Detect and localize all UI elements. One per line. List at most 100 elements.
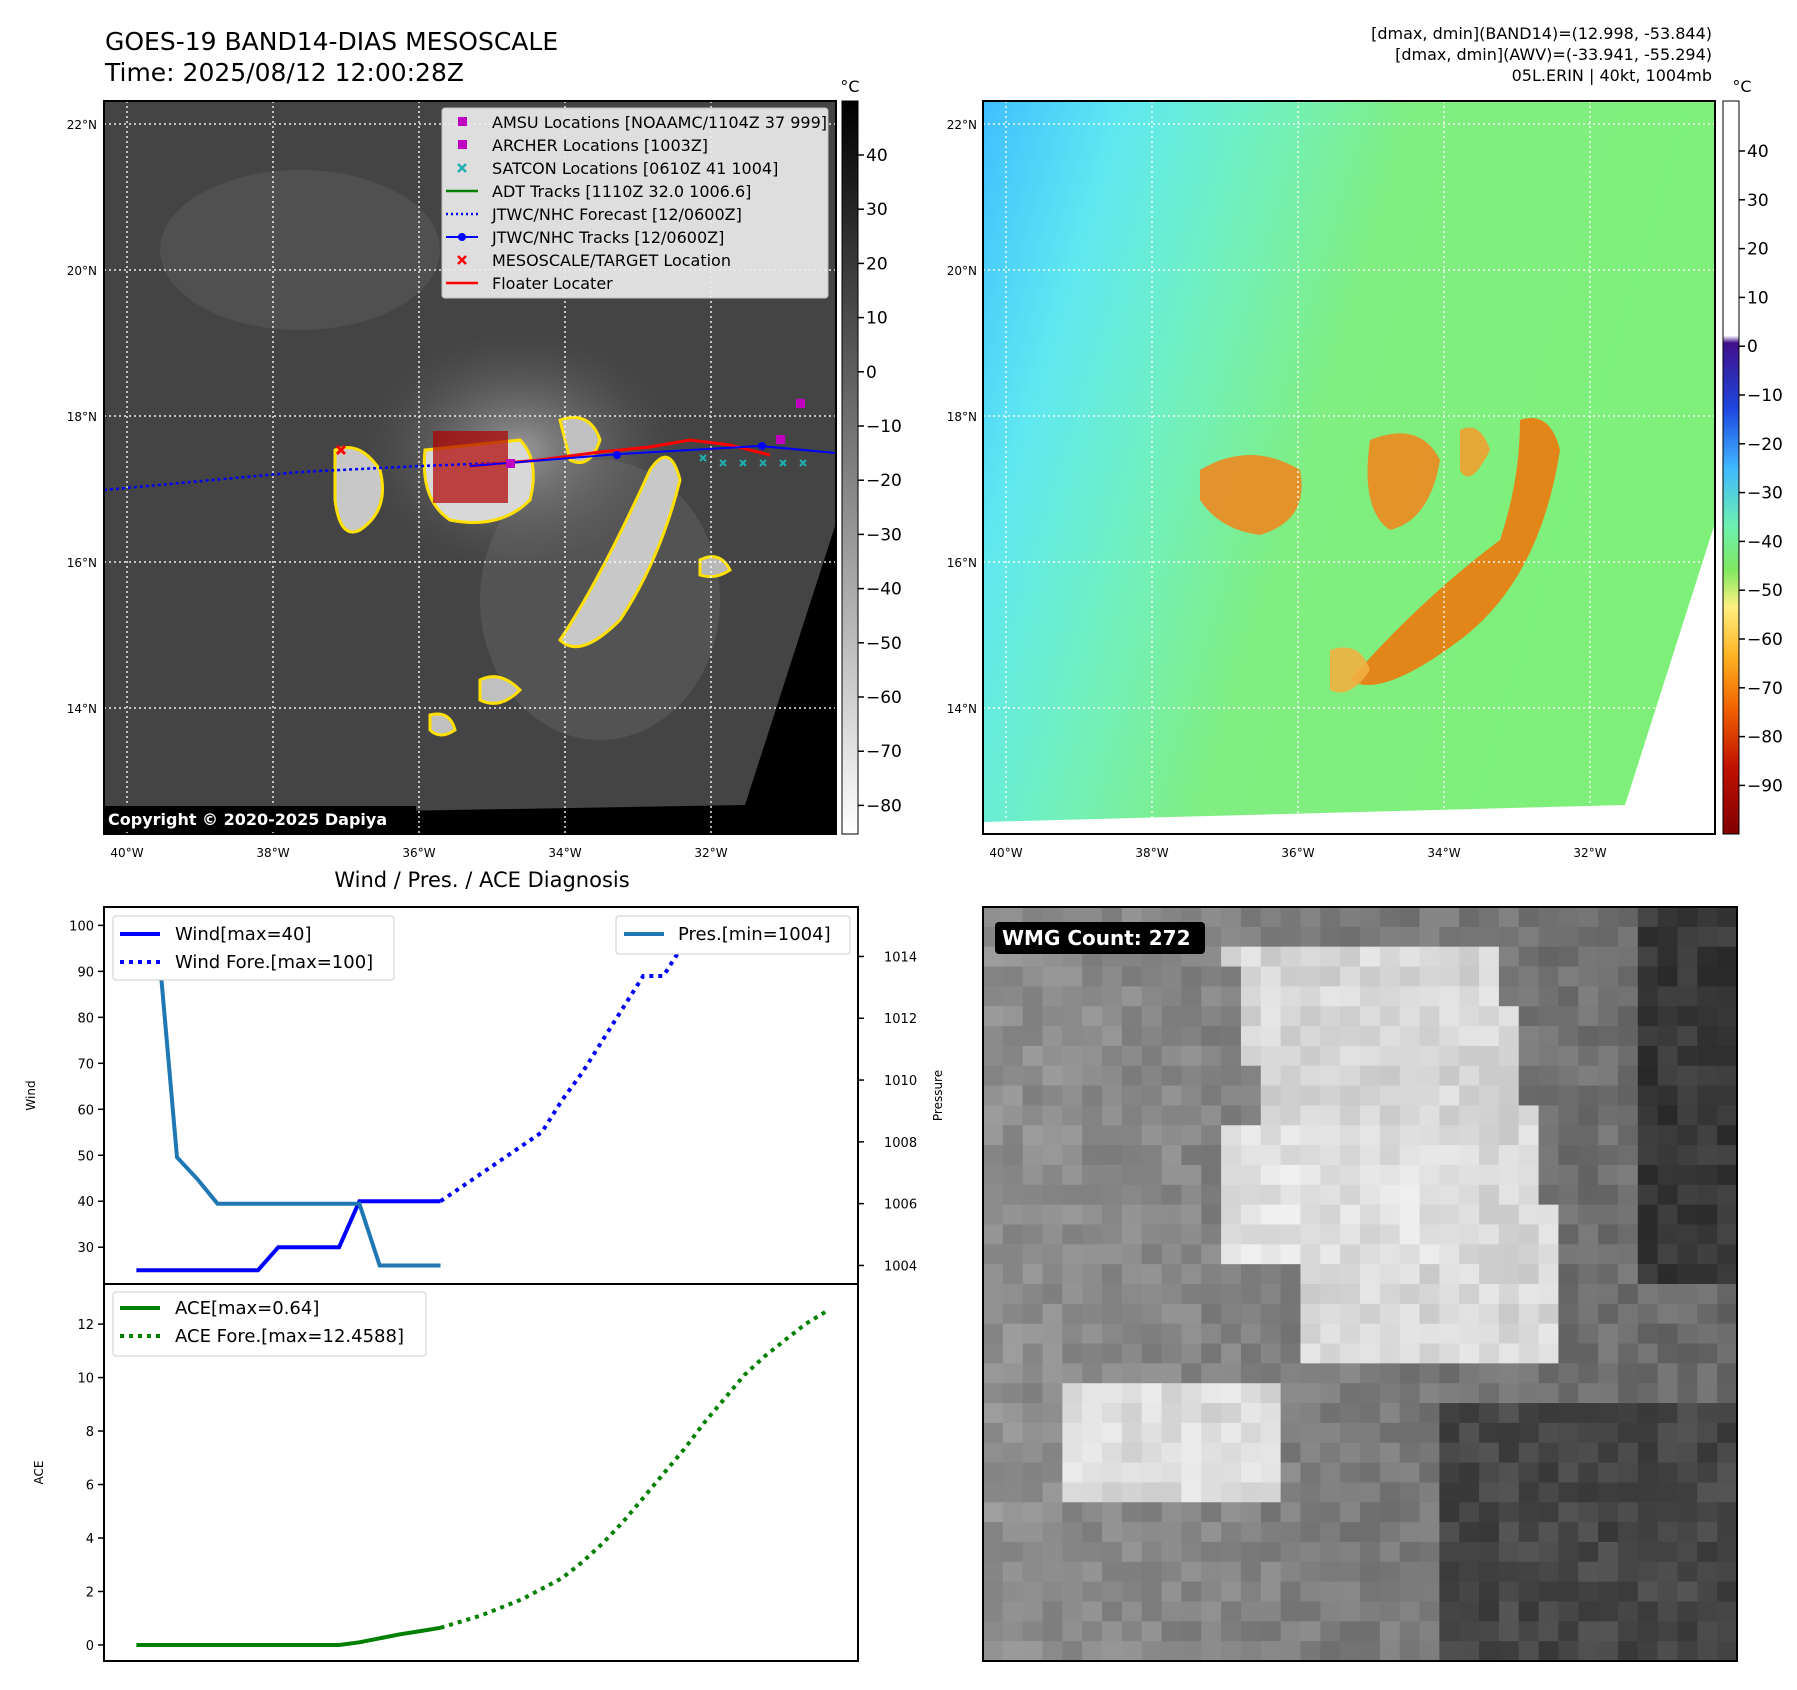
ir-lon-label: 36°W — [402, 846, 435, 860]
wind-tick-label: 80 — [77, 1011, 94, 1026]
legend-entry: Wind[max=40] — [175, 924, 312, 945]
ir-colorbar-tick: −40 — [866, 580, 902, 600]
wind-tick-label: 90 — [77, 965, 94, 980]
wv-colorbar-tick: −20 — [1747, 435, 1783, 455]
title-line-2: Time: 2025/08/12 12:00:28Z — [104, 58, 464, 87]
ir-colorbar-tick: 10 — [866, 309, 888, 329]
ir-lon-label: 40°W — [110, 846, 143, 860]
pressure-tick-label: 1008 — [884, 1136, 917, 1151]
wv-lat-label: 18°N — [947, 410, 977, 424]
wind-tick-label: 30 — [77, 1241, 94, 1256]
wind-axis-label: Wind — [24, 1080, 38, 1110]
wv-colorbar-tick: 0 — [1747, 337, 1758, 357]
ir-map: AMSU Locations [NOAAMC/1104Z 37 999] ARCH… — [103, 100, 837, 835]
ir-colorbar-tick: −10 — [866, 417, 902, 437]
ir-lon-label: 38°W — [256, 846, 289, 860]
legend-entry: ADT Tracks [1110Z 32.0 1006.6] — [492, 182, 751, 201]
ace-tick-label: 12 — [77, 1318, 94, 1333]
wv-lon-label: 34°W — [1427, 846, 1460, 860]
wind-tick-label: 60 — [77, 1103, 94, 1118]
legend-entry: Wind Fore.[max=100] — [175, 952, 373, 973]
legend-entry: Pres.[min=1004] — [678, 924, 831, 945]
series-line — [136, 1625, 441, 1647]
wv-colorbar-tick: −30 — [1747, 484, 1783, 504]
wv-map — [982, 100, 1716, 835]
ace-tick-label: 6 — [86, 1479, 94, 1494]
legend-entry: MESOSCALE/TARGET Location — [492, 251, 731, 270]
ir-colorbar-tick: 40 — [866, 146, 888, 166]
ace-tick-label: 4 — [86, 1532, 94, 1547]
map-legend: AMSU Locations [NOAAMC/1104Z 37 999] ARCH… — [441, 107, 829, 299]
wind-tick-label: 100 — [69, 919, 94, 934]
ir-lat-label: 22°N — [67, 118, 97, 132]
pressure-tick-label: 1010 — [884, 1074, 917, 1089]
wind-pressure-chart: 30 40 50 60 70 80 90 100 1004 1006 1008 1010 1012 101… — [24, 906, 945, 1285]
pressure-axis-label: Pressure — [931, 1070, 945, 1121]
wv-lon-label: 40°W — [989, 846, 1022, 860]
wv-colorbar-tick: −50 — [1747, 581, 1783, 601]
ir-colorbar-tick: −70 — [866, 742, 902, 762]
ace-axis-label: ACE — [32, 1461, 46, 1485]
wv-colorbar-tick: 30 — [1747, 191, 1769, 211]
wind-tick-label: 70 — [77, 1057, 94, 1072]
legend-entry: Floater Locater — [492, 274, 613, 293]
stat-line-3: 05L.ERIN | 40kt, 1004mb — [1512, 66, 1712, 85]
ir-colorbar-tick: 20 — [866, 254, 888, 274]
diagnosis-title: Wind / Pres. / ACE Diagnosis — [334, 868, 629, 892]
ir-colorbar-tick: −80 — [866, 796, 902, 816]
obs-track — [469, 444, 837, 467]
wv-lon-label: 36°W — [1281, 846, 1314, 860]
ir-lat-label: 14°N — [67, 702, 97, 716]
ace-chart: 0 2 4 6 8 10 12 ACE ACE[max=0.64] ACE Fore.[max=1… — [32, 1283, 859, 1662]
wv-lat-label: 14°N — [947, 702, 977, 716]
ir-colorbar-tick: −30 — [866, 525, 902, 545]
wv-colorbar-tick: −90 — [1747, 776, 1783, 796]
ace-tick-label: 8 — [86, 1425, 94, 1440]
legend-entry: ACE[max=0.64] — [175, 1298, 319, 1319]
ir-colorbar-tick: −50 — [866, 634, 902, 654]
wv-lon-label: 38°W — [1135, 846, 1168, 860]
ir-lat-label: 16°N — [67, 556, 97, 570]
ir-lon-label: 34°W — [548, 846, 581, 860]
series-line — [136, 1199, 441, 1273]
pressure-tick-label: 1006 — [884, 1198, 917, 1213]
wmg-count-label: WMG Count: 272 — [1002, 926, 1191, 950]
title-line-1: GOES-19 BAND14-DIAS MESOSCALE — [105, 27, 558, 56]
forecast-track — [103, 461, 501, 492]
stat-line-2: [dmax, dmin](AWV)=(-33.941, -55.294) — [1395, 45, 1712, 64]
wv-colorbar-tick: −70 — [1747, 679, 1783, 699]
series-line — [439, 1310, 827, 1630]
ace-tick-label: 0 — [86, 1639, 94, 1654]
wv-colorbar-tick: −60 — [1747, 630, 1783, 650]
wv-lat-label: 22°N — [947, 118, 977, 132]
legend-entry: SATCON Locations [0610Z 41 1004] — [492, 159, 778, 178]
wv-colorbar-tick: 20 — [1747, 240, 1769, 260]
ace-tick-label: 10 — [77, 1372, 94, 1387]
ir-colorbar-tick: −20 — [866, 471, 902, 491]
ace-tick-label: 2 — [86, 1585, 94, 1600]
ir-colorbar-tick: 30 — [866, 200, 888, 220]
ir-lat-label: 18°N — [67, 410, 97, 424]
wv-lat-label: 20°N — [947, 264, 977, 278]
legend-entry: JTWC/NHC Forecast [12/0600Z] — [491, 205, 742, 224]
wv-colorbar: °C 40 30 20 10 0 −10 −20 −30 −40 −50 −60 −70 −80 −90 — [1722, 77, 1783, 835]
wv-colorbar-tick: −40 — [1747, 532, 1783, 552]
pressure-tick-label: 1004 — [884, 1259, 917, 1274]
wv-colorbar-tick: −80 — [1747, 728, 1783, 748]
legend-entry: JTWC/NHC Tracks [12/0600Z] — [491, 228, 724, 247]
ir-colorbar: °C 40 30 20 10 0 −10 −20 −30 −40 −50 −60 −70 −80 — [840, 77, 902, 835]
wind-tick-label: 40 — [77, 1195, 94, 1210]
wv-lat-label: 16°N — [947, 556, 977, 570]
wv-colorbar-unit: °C — [1732, 77, 1751, 96]
wmg-panel: WMG Count: 272 — [982, 906, 1738, 1662]
ir-lat-label: 20°N — [67, 264, 97, 278]
pressure-tick-label: 1012 — [884, 1012, 917, 1027]
ir-colorbar-unit: °C — [840, 77, 859, 96]
wv-colorbar-tick: 10 — [1747, 288, 1769, 308]
copyright-label: Copyright © 2020-2025 Dapiya — [108, 810, 387, 829]
series-line — [136, 923, 441, 1268]
pressure-tick-label: 1014 — [884, 950, 917, 965]
wind-tick-label: 50 — [77, 1149, 94, 1164]
wv-lon-label: 32°W — [1573, 846, 1606, 860]
